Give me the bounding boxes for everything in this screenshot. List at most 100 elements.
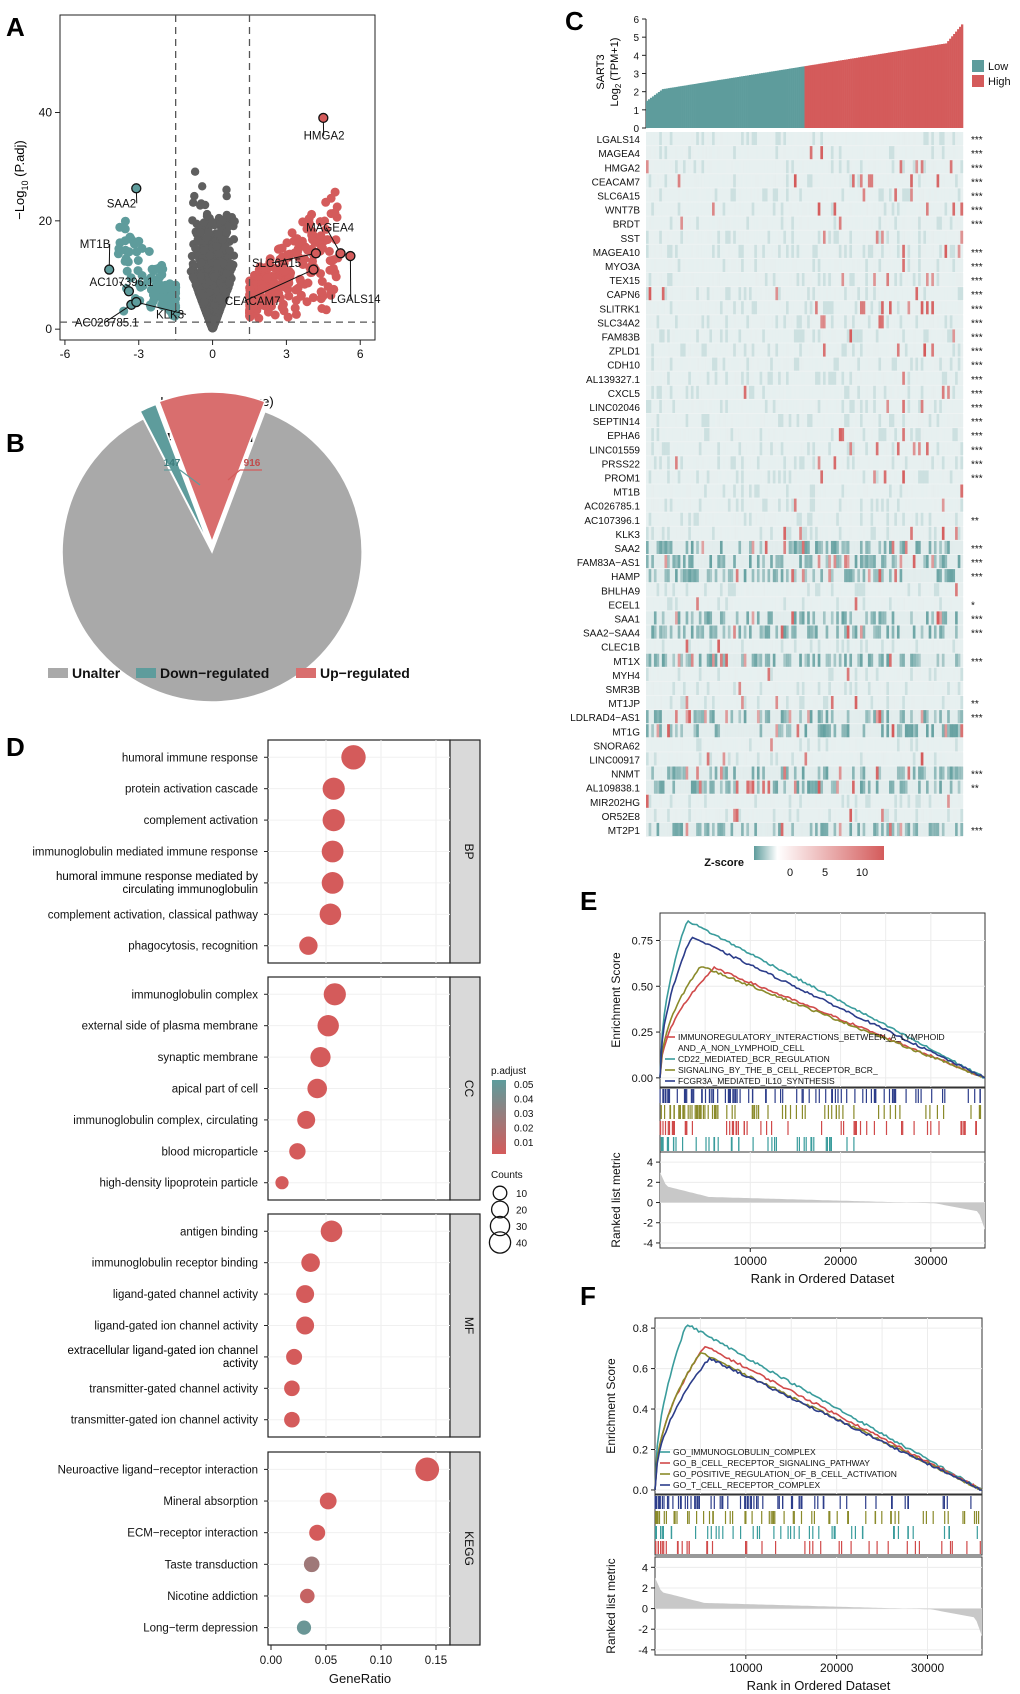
- heatmap-cell: [725, 357, 729, 371]
- heatmap-cell: [904, 174, 908, 188]
- heatmap-cell: [717, 146, 721, 160]
- heatmap-cell: [854, 343, 858, 357]
- heatmap-cell: [804, 273, 808, 287]
- heatmap-cell: [680, 202, 684, 216]
- heatmap-cell: [656, 174, 660, 188]
- heatmap-cell: [804, 385, 808, 399]
- heatmap-cell: [859, 202, 863, 216]
- heatmap-cell: [933, 343, 937, 357]
- heatmap-cell: [852, 230, 855, 244]
- heatmap-cell: [910, 301, 914, 315]
- heatmap-cell: [952, 456, 956, 470]
- heatmap-cell: [870, 371, 874, 385]
- heatmap-cell: [889, 132, 892, 146]
- heatmap-cell: [688, 188, 692, 202]
- heatmap-cell: [764, 301, 768, 315]
- heatmap-cell: [910, 456, 914, 470]
- heatmap-cell: [664, 442, 668, 456]
- heatmap-cell: [891, 202, 895, 216]
- heatmap-cell: [696, 287, 700, 301]
- heatmap-cell: [960, 329, 964, 343]
- heatmap-cell: [915, 273, 919, 287]
- heatmap-cell: [714, 329, 718, 343]
- heatmap-cell: [786, 385, 789, 399]
- heatmap-cell: [838, 287, 842, 301]
- heatmap-cell: [933, 273, 937, 287]
- heatmap-cell: [738, 188, 742, 202]
- volcano-point: [209, 272, 219, 282]
- heatmap-cell: [891, 456, 895, 470]
- heatmap-cell: [873, 399, 877, 413]
- heatmap-cell: [690, 329, 694, 343]
- heatmap-cell: [870, 456, 874, 470]
- heatmap-cell: [714, 244, 718, 258]
- heatmap-cell: [804, 371, 808, 385]
- heatmap-cell: [920, 188, 924, 202]
- heatmap-cell: [891, 301, 895, 315]
- heatmap-cell: [648, 456, 652, 470]
- heatmap-cell: [799, 132, 803, 146]
- heatmap-cell: [735, 230, 739, 244]
- heatmap-cell: [825, 456, 829, 470]
- heatmap-cell: [894, 216, 898, 230]
- heatmap-cell: [725, 132, 729, 146]
- heatmap-cell: [878, 160, 882, 174]
- heatmap-cell: [947, 174, 950, 188]
- heatmap-cell: [812, 188, 816, 202]
- heatmap-cell: [931, 399, 935, 413]
- heatmap-cell: [661, 329, 665, 343]
- heatmap-cell: [690, 202, 694, 216]
- heatmap-cell: [915, 399, 919, 413]
- heatmap-cell: [949, 258, 953, 272]
- heatmap-cell: [767, 174, 771, 188]
- heatmap-cell: [762, 202, 766, 216]
- heatmap-cell: [923, 230, 927, 244]
- heatmap-cell: [957, 329, 961, 343]
- heatmap-cell: [675, 174, 678, 188]
- heatmap-cell: [727, 244, 731, 258]
- heatmap-cell: [955, 315, 958, 329]
- heatmap-cell: [664, 357, 668, 371]
- heatmap-cell: [762, 343, 766, 357]
- volcano-point-down: [166, 292, 176, 302]
- heatmap-cell: [899, 414, 903, 428]
- heatmap-cell: [820, 301, 824, 315]
- heatmap-cell: [960, 399, 964, 413]
- heatmap-cell: [886, 414, 890, 428]
- heatmap-cell: [688, 174, 692, 188]
- heatmap-cell: [651, 399, 655, 413]
- heatmap-cell: [920, 301, 924, 315]
- volcano-point-down: [121, 254, 131, 264]
- heatmap-cell: [735, 329, 739, 343]
- heatmap-cell: [770, 414, 773, 428]
- heatmap-cell: [902, 188, 906, 202]
- heatmap-cell: [817, 385, 821, 399]
- heatmap-cell: [899, 146, 903, 160]
- heatmap-cell: [849, 273, 853, 287]
- heatmap-cell: [796, 442, 800, 456]
- y-tick-label: 40: [39, 106, 53, 120]
- heatmap-cell: [675, 160, 678, 174]
- heatmap-cell: [659, 258, 663, 272]
- heatmap-cell: [881, 442, 884, 456]
- heatmap-cell: [849, 343, 853, 357]
- heatmap-cell: [669, 202, 673, 216]
- heatmap-cell: [907, 357, 911, 371]
- heatmap-cell: [796, 132, 800, 146]
- heatmap-cell: [926, 329, 929, 343]
- heatmap-cell: [714, 301, 718, 315]
- heatmap-cell: [772, 315, 776, 329]
- heatmap-cell: [867, 287, 871, 301]
- heatmap-cell: [783, 442, 787, 456]
- heatmap-cell: [714, 428, 718, 442]
- heatmap-cell: [653, 132, 657, 146]
- expression-bar: [649, 97, 653, 128]
- heatmap-cell: [727, 188, 731, 202]
- heatmap-cell: [822, 230, 826, 244]
- heatmap-cell: [833, 343, 837, 357]
- heatmap-cell: [688, 456, 692, 470]
- heatmap-cell: [796, 357, 800, 371]
- heatmap-cell: [936, 287, 940, 301]
- heatmap-cell: [862, 329, 866, 343]
- heatmap-cell: [899, 188, 903, 202]
